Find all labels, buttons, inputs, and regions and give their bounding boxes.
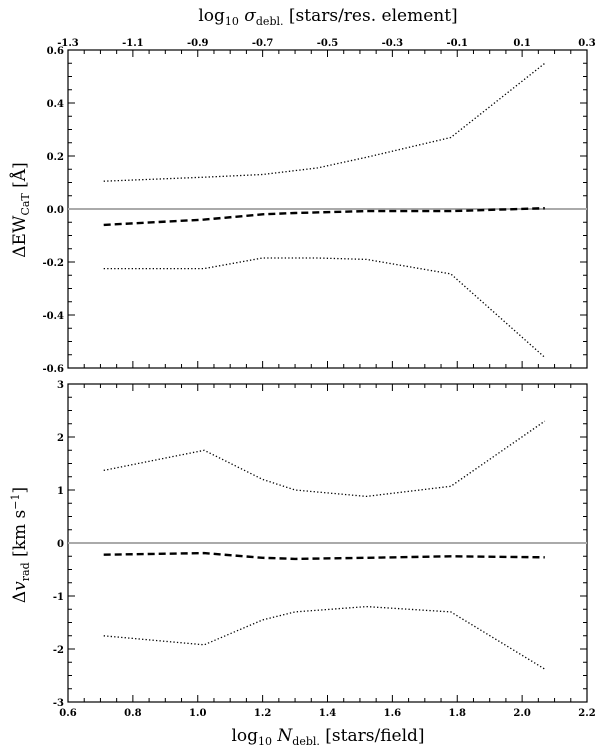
bottom-y-tick-label: 3 (57, 380, 64, 391)
bottom-series-mean-line (103, 551, 545, 561)
bottom-panel: -3 -2 -1 0 1 2 3 0.6 0.8 1.0 1.2 1.4 1.6 1.8 2.0 2.2 (53, 380, 596, 719)
bottom-axis-title: log10 Ndebl. [stars/field] (231, 726, 424, 748)
bottom-x-tick-label: 1.8 (449, 708, 466, 719)
bottom-y-tick-label: 1 (57, 486, 64, 497)
top-y-tick-label: 0.2 (47, 152, 64, 163)
top-y-tick-label: 0.4 (47, 99, 64, 110)
top-x-tick-label: -0.7 (252, 38, 274, 49)
bottom-x-tick-label: 0.6 (59, 708, 76, 719)
bottom-x-tick-label: 1.2 (254, 708, 271, 719)
top-y-tick-label: -0.6 (42, 364, 64, 375)
top-y-tick-label: 0.6 (47, 46, 64, 57)
top-panel: -0.6 -0.4 -0.2 0.0 0.2 0.4 0.6-1.3 -1.1 -0.9 -0.7… (42, 38, 595, 375)
top-x-tick-label: -0.1 (446, 38, 468, 49)
top-panel-y-title: ΔEWCaT [Å] (9, 162, 32, 257)
top-series-dispersion-line (103, 257, 546, 358)
bottom-y-tick-label: -1 (53, 592, 64, 603)
top-x-tick-label: 0.3 (578, 38, 595, 49)
top-series-dispersion-line (103, 62, 546, 182)
top-x-tick-label: -1.3 (57, 38, 79, 49)
bottom-y-tick-label: 0 (57, 539, 64, 550)
top-series-mean-line (103, 207, 545, 227)
bottom-y-tick-label: -2 (53, 645, 64, 656)
top-x-tick-label: -0.5 (317, 38, 339, 49)
bottom-panel-y-title: Δvrad [km s−1] (9, 487, 32, 603)
bottom-x-tick-label: 0.8 (124, 708, 141, 719)
bottom-series-dispersion-line (103, 420, 546, 498)
top-axis-title: log10 σdebl. [stars/res. element] (198, 6, 457, 28)
top-x-tick-label: -0.9 (187, 38, 209, 49)
top-x-tick-label: -0.3 (382, 38, 404, 49)
top-y-tick-label: -0.2 (42, 258, 64, 269)
bottom-x-tick-label: 2.2 (578, 708, 595, 719)
bottom-x-tick-label: 1.6 (384, 708, 401, 719)
bottom-x-tick-label: 2.0 (513, 708, 530, 719)
bottom-y-tick-label: -3 (53, 698, 64, 709)
bottom-series-dispersion-line (103, 605, 546, 670)
bottom-y-tick-label: 2 (57, 433, 64, 444)
bottom-x-tick-label: 1.0 (189, 708, 206, 719)
top-y-tick-label: 0.0 (47, 205, 64, 216)
top-x-tick-label: -1.1 (122, 38, 144, 49)
top-x-tick-label: 0.1 (513, 38, 530, 49)
bottom-x-tick-label: 1.4 (319, 708, 336, 719)
top-y-tick-label: -0.4 (42, 311, 64, 322)
